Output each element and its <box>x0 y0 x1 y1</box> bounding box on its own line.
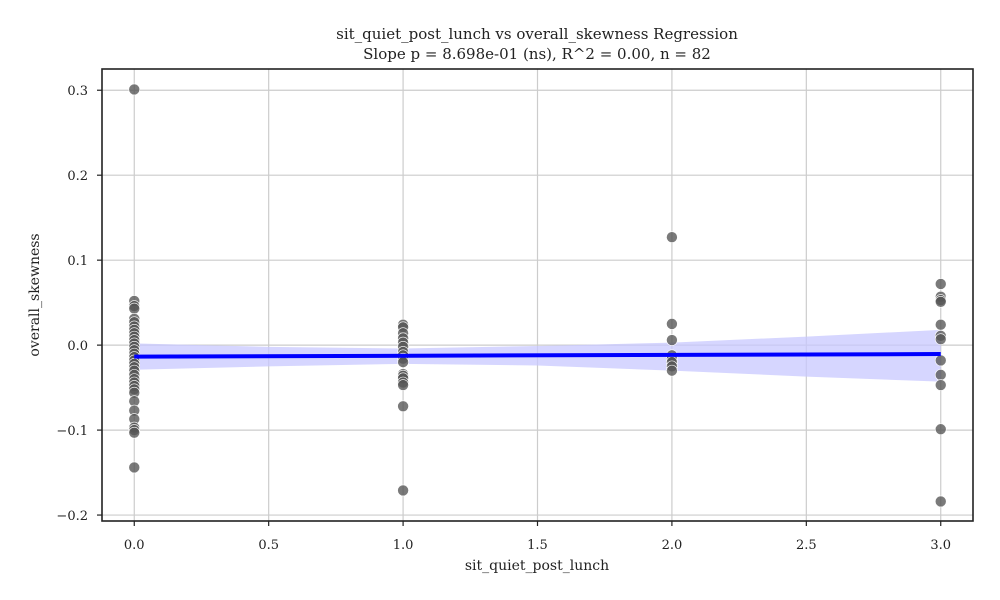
data-point <box>128 461 141 474</box>
data-point <box>397 400 409 413</box>
data-point <box>666 334 678 346</box>
data-point <box>934 495 947 508</box>
regression-line-layer <box>134 352 941 359</box>
data-point <box>666 318 678 330</box>
data-point <box>666 364 678 377</box>
y-tick-label: 0.2 <box>67 169 88 184</box>
y-axis-label: overall_skewness <box>27 233 43 356</box>
data-point <box>128 426 141 439</box>
x-axis-ticks: 0.0 0.5 1.0 1.5 2.0 2.5 3.0 <box>124 521 951 553</box>
data-point <box>934 369 947 381</box>
y-tick-label: 0.3 <box>67 84 88 99</box>
data-point <box>934 354 947 367</box>
data-point <box>397 484 409 497</box>
x-tick-label: 2.0 <box>662 538 683 553</box>
y-tick-label: −0.2 <box>56 509 88 524</box>
data-point <box>934 379 947 391</box>
data-point <box>397 379 409 391</box>
y-tick-label: 0.0 <box>67 339 88 354</box>
data-point <box>666 231 678 244</box>
chart-title: sit_quiet_post_lunch vs overall_skewness… <box>336 25 738 43</box>
data-point <box>397 356 409 368</box>
data-point <box>934 278 947 290</box>
y-tick-label: −0.1 <box>56 424 88 439</box>
chart-subtitle: Slope p = 8.698e-01 (ns), R^2 = 0.00, n … <box>363 45 711 63</box>
x-tick-label: 1.5 <box>527 538 548 553</box>
x-tick-label: 3.0 <box>930 538 951 553</box>
y-axis-ticks: −0.2 −0.1 0.0 0.1 0.2 0.3 <box>56 84 102 524</box>
x-tick-label: 0.5 <box>258 538 279 553</box>
data-point <box>934 333 947 345</box>
data-point <box>128 83 141 96</box>
data-point <box>934 295 947 308</box>
x-tick-label: 1.0 <box>393 538 414 553</box>
data-point <box>934 423 947 436</box>
y-tick-label: 0.1 <box>67 254 88 269</box>
data-point <box>934 318 947 331</box>
grid <box>102 69 973 521</box>
x-tick-label: 0.0 <box>124 538 145 553</box>
regression-line <box>134 352 941 359</box>
x-tick-label: 2.5 <box>796 538 817 553</box>
x-axis-label: sit_quiet_post_lunch <box>465 558 609 574</box>
data-point <box>128 302 141 315</box>
